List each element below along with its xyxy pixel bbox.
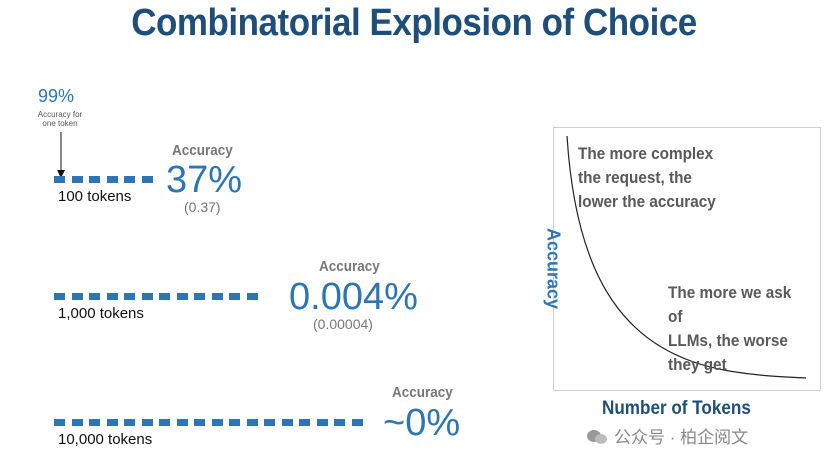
token-dash bbox=[229, 419, 240, 426]
token-dash bbox=[54, 176, 65, 183]
down-arrow-icon bbox=[57, 132, 65, 178]
accuracy-value-row-3: ~0% bbox=[383, 402, 461, 444]
accuracy-label-row-1: Accuracy bbox=[172, 142, 233, 159]
annotation-bottom: The more we ask of LLMs, the worse they … bbox=[668, 281, 805, 377]
wechat-icon bbox=[587, 430, 607, 444]
token-dash bbox=[71, 293, 83, 300]
token-dash bbox=[229, 293, 240, 300]
annotation-top-line-2: the request, the bbox=[578, 168, 692, 187]
annotation-bottom-line-3: they get bbox=[668, 355, 727, 374]
accuracy-label-row-2: Accuracy bbox=[319, 258, 380, 275]
token-dash bbox=[316, 419, 328, 426]
token-dash bbox=[159, 293, 170, 300]
annotation-bottom-line-2: LLMs, the worse bbox=[668, 331, 788, 350]
token-dash bbox=[299, 419, 310, 426]
annotation-top-line-3: lower the accuracy bbox=[578, 192, 716, 211]
annotation-top: The more complex the request, the lower … bbox=[578, 142, 716, 214]
token-dash bbox=[106, 176, 118, 183]
accuracy-sub-row-2: (0.00004) bbox=[313, 316, 373, 332]
annotation-bottom-line-1: The more we ask of bbox=[668, 283, 792, 326]
accuracy-curve bbox=[566, 135, 807, 379]
token-dash bbox=[194, 293, 205, 300]
accuracy-label-row-3: Accuracy bbox=[392, 384, 453, 401]
token-dash bbox=[106, 293, 118, 300]
token-dash bbox=[106, 419, 118, 426]
per-token-accuracy: 99% bbox=[38, 86, 75, 106]
chart-x-label: Number of Tokens bbox=[602, 398, 751, 419]
token-dash bbox=[194, 419, 205, 426]
token-dash bbox=[246, 293, 258, 300]
token-dash bbox=[89, 293, 100, 300]
chart-y-label: Accuracy bbox=[543, 227, 564, 310]
token-dash bbox=[124, 419, 135, 426]
accuracy-curve-chart: The more complex the request, the lower … bbox=[553, 127, 821, 391]
page-title: Combinatorial Explosion of Choice bbox=[131, 2, 697, 44]
per-token-note: Accuracy for one token bbox=[37, 110, 83, 128]
token-dash bbox=[54, 293, 65, 300]
watermark-text: 公众号 · 柏企阅文 bbox=[614, 428, 749, 447]
token-dash bbox=[141, 419, 153, 426]
token-dash bbox=[334, 419, 345, 426]
token-dash bbox=[211, 293, 223, 300]
token-dash bbox=[71, 176, 83, 183]
token-dash bbox=[176, 419, 188, 426]
watermark: 公众号 · 柏企阅文 bbox=[586, 423, 748, 448]
token-dash bbox=[89, 419, 100, 426]
accuracy-value-row-2: 0.004% bbox=[289, 276, 418, 318]
token-dash bbox=[71, 419, 83, 426]
tokens-label-row-1: 100 tokens bbox=[58, 188, 132, 205]
token-dash bbox=[159, 419, 170, 426]
annotation-top-line-1: The more complex bbox=[578, 144, 714, 163]
token-dash bbox=[124, 293, 135, 300]
accuracy-sub-row-1: (0.37) bbox=[184, 199, 221, 215]
token-dash bbox=[176, 293, 188, 300]
token-dash bbox=[54, 419, 65, 426]
tokens-label-row-2: 1,000 tokens bbox=[58, 305, 144, 322]
token-dash bbox=[246, 419, 258, 426]
token-dash bbox=[281, 419, 293, 426]
token-dash bbox=[351, 419, 363, 426]
token-dash bbox=[141, 293, 153, 300]
accuracy-value-row-1: 37% bbox=[166, 159, 243, 201]
token-dash bbox=[89, 176, 100, 183]
token-dash bbox=[211, 419, 223, 426]
token-dash bbox=[124, 176, 135, 183]
tokens-label-row-3: 10,000 tokens bbox=[58, 431, 153, 448]
token-dash bbox=[141, 176, 153, 183]
token-dash bbox=[264, 419, 275, 426]
